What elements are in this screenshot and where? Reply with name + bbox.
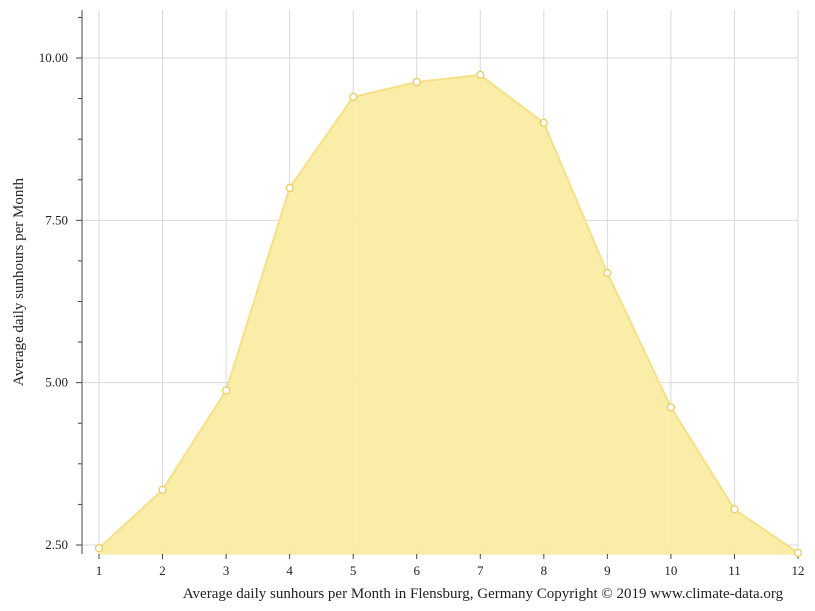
data-point-month-6: [412, 77, 421, 87]
data-point-month-8: [539, 118, 548, 128]
x-tick-label: 12: [792, 563, 805, 578]
y-axis-title: Average daily sunhours per Month: [11, 178, 27, 387]
series-line: [98, 73, 799, 554]
data-point-month-10: [666, 403, 676, 412]
x-tick-label: 3: [223, 563, 230, 578]
x-tick-label: 4: [286, 563, 293, 578]
x-tick-label: 11: [728, 563, 741, 578]
data-point-month-9: [603, 268, 612, 278]
y-tick-labels: 2.50 5.00 7.50 10.00: [39, 50, 68, 552]
axes: [76, 10, 799, 559]
x-tick-label: 5: [350, 563, 357, 578]
y-tick-label: 7.50: [45, 212, 68, 227]
x-tick-label: 2: [159, 563, 166, 578]
x-tick-label: 1: [96, 563, 103, 578]
x-tick-label: 9: [604, 563, 611, 578]
data-point-month-3: [221, 386, 231, 395]
area-fill: [99, 74, 798, 555]
x-tick-labels: 1 2 3 4 5 6 7 8 9 10 11 12: [96, 563, 805, 578]
data-point-month-2: [158, 485, 167, 494]
x-axis-title: Average daily sunhours per Month in Flen…: [183, 586, 784, 602]
data-point-month-1: [94, 544, 104, 553]
y-tick-label: 2.50: [45, 537, 68, 552]
data-point-month-11: [730, 505, 739, 514]
data-point-month-12: [793, 548, 803, 557]
x-tick-label: 6: [413, 563, 420, 578]
x-tick-label: 10: [664, 563, 677, 578]
y-tick-label: 10.00: [39, 50, 68, 65]
data-point-month-4: [285, 183, 294, 192]
data-point-month-5: [349, 92, 358, 102]
x-tick-label: 8: [541, 563, 548, 578]
data-point-month-7: [476, 70, 485, 79]
x-tick-label: 7: [477, 563, 484, 578]
y-tick-label: 5.00: [45, 375, 68, 390]
data-markers: [94, 70, 803, 557]
